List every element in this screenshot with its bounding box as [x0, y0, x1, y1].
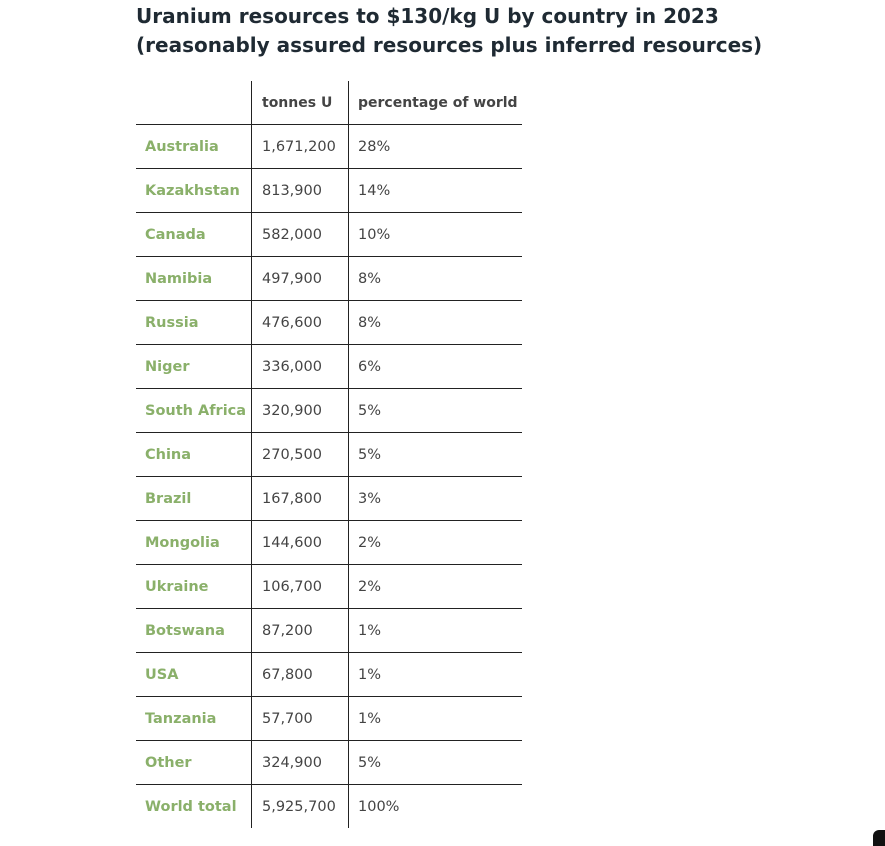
header-tonnes: tonnes U: [251, 81, 349, 125]
table-row: Botswana 87,200 1%: [136, 608, 522, 653]
header-country: [136, 81, 252, 125]
tonnes-cell: 813,900: [251, 168, 349, 213]
tonnes-cell: 67,800: [251, 652, 349, 697]
table-row: Namibia 497,900 8%: [136, 256, 522, 301]
country-cell: South Africa: [136, 388, 252, 433]
table-row: Ukraine 106,700 2%: [136, 564, 522, 609]
percentage-cell: 8%: [348, 256, 522, 301]
country-cell: Niger: [136, 344, 252, 389]
tonnes-cell: 5,925,700: [251, 784, 349, 828]
percentage-cell: 5%: [348, 432, 522, 477]
tonnes-cell: 106,700: [251, 564, 349, 609]
percentage-cell: 3%: [348, 476, 522, 521]
corner-fragment: [873, 830, 885, 846]
table-row: Other 324,900 5%: [136, 740, 522, 785]
tonnes-cell: 87,200: [251, 608, 349, 653]
uranium-resources-table: tonnes U percentage of world Australia 1,…: [136, 81, 522, 828]
table-row: Canada 582,000 10%: [136, 212, 522, 257]
percentage-cell: 5%: [348, 740, 522, 785]
country-cell: Kazakhstan: [136, 168, 252, 213]
country-cell: Mongolia: [136, 520, 252, 565]
header-percentage: percentage of world: [348, 81, 522, 125]
country-cell: USA: [136, 652, 252, 697]
table-row: USA 67,800 1%: [136, 652, 522, 697]
tonnes-cell: 336,000: [251, 344, 349, 389]
country-cell: Ukraine: [136, 564, 252, 609]
country-cell: Australia: [136, 124, 252, 169]
percentage-cell: 10%: [348, 212, 522, 257]
percentage-cell: 14%: [348, 168, 522, 213]
tonnes-cell: 497,900: [251, 256, 349, 301]
country-cell: China: [136, 432, 252, 477]
tonnes-cell: 324,900: [251, 740, 349, 785]
percentage-cell: 6%: [348, 344, 522, 389]
tonnes-cell: 144,600: [251, 520, 349, 565]
table-row: Kazakhstan 813,900 14%: [136, 168, 522, 213]
tonnes-cell: 582,000: [251, 212, 349, 257]
table-row: Australia 1,671,200 28%: [136, 124, 522, 169]
table-row: China 270,500 5%: [136, 432, 522, 477]
table-row: Tanzania 57,700 1%: [136, 696, 522, 741]
tonnes-cell: 476,600: [251, 300, 349, 345]
table-row: Niger 336,000 6%: [136, 344, 522, 389]
country-cell: Namibia: [136, 256, 252, 301]
percentage-cell: 8%: [348, 300, 522, 345]
tonnes-cell: 167,800: [251, 476, 349, 521]
country-cell: World total: [145, 798, 237, 815]
table-row: South Africa 320,900 5%: [136, 388, 522, 433]
percentage-cell: 2%: [348, 520, 522, 565]
table-row: Brazil 167,800 3%: [136, 476, 522, 521]
percentage-cell: 1%: [348, 652, 522, 697]
country-cell: Brazil: [136, 476, 252, 521]
percentage-cell: 100%: [348, 784, 522, 828]
table-row: Russia 476,600 8%: [136, 300, 522, 345]
page-title: Uranium resources to $130/kg U by countr…: [136, 4, 763, 57]
percentage-cell: 1%: [348, 696, 522, 741]
table-row: World total 5,925,700 100%: [136, 784, 522, 828]
percentage-cell: 2%: [348, 564, 522, 609]
percentage-cell: 1%: [348, 608, 522, 653]
tonnes-cell: 320,900: [251, 388, 349, 433]
country-cell: Tanzania: [136, 696, 252, 741]
table-header-row: tonnes U percentage of world: [136, 81, 522, 125]
country-cell: Botswana: [136, 608, 252, 653]
country-cell: Canada: [136, 212, 252, 257]
tonnes-cell: 270,500: [251, 432, 349, 477]
tonnes-cell: 57,700: [251, 696, 349, 741]
country-cell: Other: [136, 740, 252, 785]
tonnes-cell: 1,671,200: [251, 124, 349, 169]
table-row: Mongolia 144,600 2%: [136, 520, 522, 565]
percentage-cell: 5%: [348, 388, 522, 433]
percentage-cell: 28%: [348, 124, 522, 169]
country-cell: Russia: [136, 300, 252, 345]
